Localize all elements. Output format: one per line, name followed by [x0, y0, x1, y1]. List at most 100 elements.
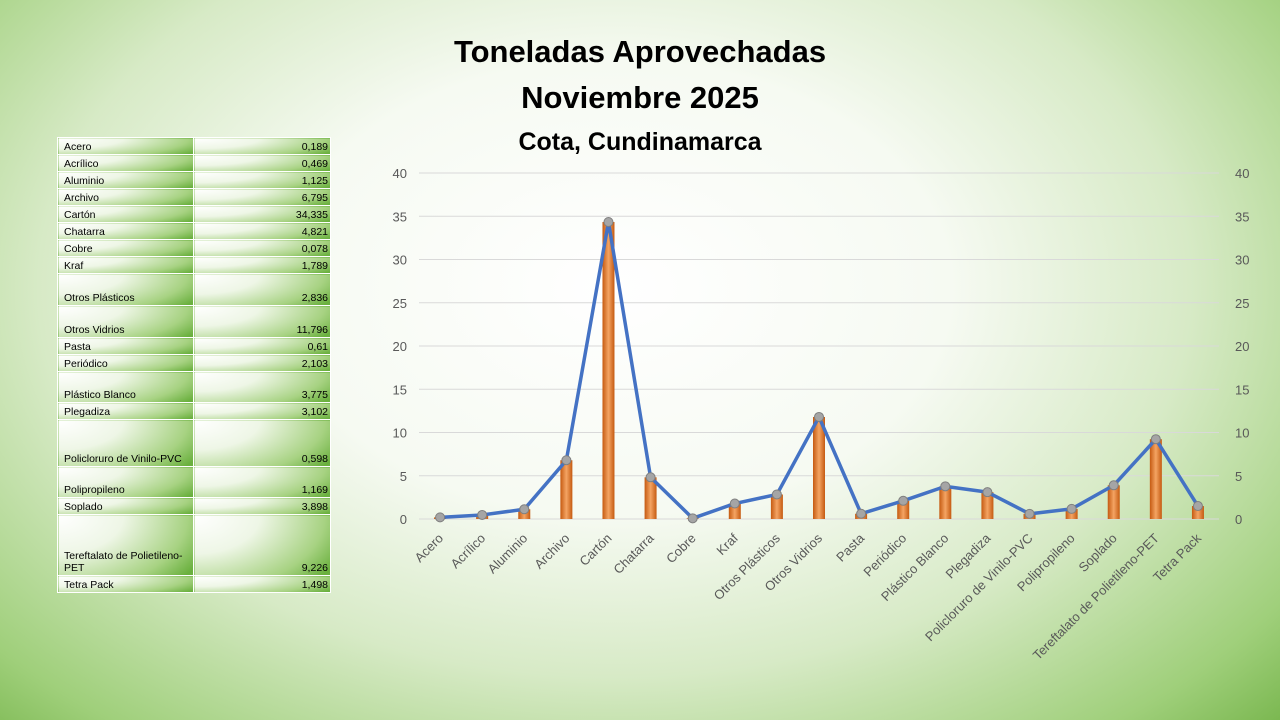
- table-row: Otros Vidrios 11,796: [57, 305, 331, 338]
- x-tick-label: Acrílico: [448, 531, 489, 572]
- x-tick-label: Pasta: [833, 530, 868, 565]
- x-tick-label: Cobre: [663, 531, 699, 567]
- bar: [1107, 485, 1120, 519]
- row-value: 0,598: [193, 419, 331, 467]
- x-tick-label: Kraf: [713, 530, 741, 558]
- y-tick-label-left: 30: [393, 253, 407, 268]
- line-marker: [729, 498, 740, 509]
- row-label: Cartón: [57, 205, 194, 223]
- y-tick-label-right: 35: [1235, 209, 1249, 224]
- row-label: Polipropileno: [57, 466, 194, 498]
- table-row: Plegadiza 3,102: [57, 402, 331, 420]
- row-label: Plegadiza: [57, 402, 194, 420]
- y-tick-label-right: 0: [1235, 512, 1242, 527]
- y-tick-label-left: 15: [393, 382, 407, 397]
- x-tick-label: Acero: [412, 531, 447, 566]
- bar: [897, 500, 910, 519]
- bar: [1149, 439, 1162, 519]
- y-tick-label-left: 10: [393, 426, 407, 441]
- bar: [939, 486, 952, 519]
- y-tick-label-left: 25: [393, 296, 407, 311]
- x-tick-label: Chatarra: [610, 530, 657, 577]
- row-label: Aluminio: [57, 171, 194, 189]
- table-row: Tereftalato de Polietileno-PET 9,226: [57, 514, 331, 576]
- row-label: Kraf: [57, 256, 194, 274]
- line-marker: [898, 495, 909, 506]
- row-value: 4,821: [193, 222, 331, 240]
- table-row: Policloruro de Vinilo-PVC 0,598: [57, 419, 331, 467]
- row-value: 9,226: [193, 514, 331, 576]
- y-tick-label-right: 25: [1235, 296, 1249, 311]
- y-tick-label-right: 15: [1235, 382, 1249, 397]
- chart-title: Toneladas Aprovechadas: [453, 34, 827, 69]
- line-marker: [1150, 434, 1161, 445]
- table-row: Kraf 1,789: [57, 256, 331, 274]
- line-marker: [814, 411, 824, 422]
- bar: [770, 494, 783, 519]
- x-tick-label: Archivo: [531, 531, 572, 572]
- chart-subtitle: Cota, Cundinamarca: [518, 128, 762, 156]
- line-marker: [519, 504, 530, 515]
- row-value: 6,795: [193, 188, 331, 206]
- row-value: 3,102: [193, 402, 331, 420]
- y-tick-label-right: 5: [1235, 469, 1242, 484]
- y-tick-label-left: 40: [393, 166, 407, 181]
- line-marker: [856, 508, 867, 519]
- y-tick-label-left: 0: [400, 512, 407, 527]
- data-table: Acero 0,189 Acrílico 0,469 Aluminio 1,125 Arch…: [57, 137, 331, 593]
- line-marker: [603, 217, 614, 228]
- y-tick-label-left: 35: [393, 209, 407, 224]
- y-tick-label-left: 5: [400, 469, 407, 484]
- x-tick-label: Cartón: [576, 531, 614, 569]
- row-value: 3,898: [193, 497, 331, 515]
- row-value: 0,189: [193, 137, 331, 155]
- chart-title-date: Noviembre 2025: [521, 80, 759, 115]
- y-tick-label-left: 20: [393, 339, 407, 354]
- line-marker: [561, 455, 572, 466]
- row-value: 0,61: [193, 337, 331, 355]
- row-label: Policloruro de Vinilo-PVC: [57, 419, 194, 467]
- line-marker: [477, 509, 488, 520]
- x-tick-label: Aluminio: [485, 531, 531, 577]
- line-marker: [1192, 501, 1203, 512]
- table-row: Tetra Pack 1,498: [57, 575, 331, 593]
- bar: [981, 492, 994, 519]
- line-marker: [771, 489, 782, 500]
- row-label: Otros Plásticos: [57, 273, 194, 306]
- row-value: 34,335: [193, 205, 331, 223]
- table-row: Aluminio 1,125: [57, 171, 331, 189]
- table-row: Polipropileno 1,169: [57, 466, 331, 498]
- row-label: Otros Vidrios: [57, 305, 194, 338]
- row-value: 2,103: [193, 354, 331, 372]
- line-marker: [1066, 503, 1077, 514]
- table-row: Cartón 34,335: [57, 205, 331, 223]
- line-marker: [940, 481, 951, 492]
- line-marker: [1024, 508, 1035, 519]
- line-marker: [435, 512, 446, 523]
- table-row: Pasta 0,61: [57, 337, 331, 355]
- table-row: Acero 0,189: [57, 137, 331, 155]
- bar: [1065, 508, 1078, 519]
- row-value: 1,169: [193, 466, 331, 498]
- line-marker: [1108, 480, 1119, 491]
- line-marker: [982, 487, 993, 498]
- row-value: 3,775: [193, 371, 331, 403]
- y-tick-label-right: 30: [1235, 253, 1249, 268]
- bar: [602, 222, 615, 519]
- row-label: Tereftalato de Polietileno-PET: [57, 514, 194, 576]
- table-row: Chatarra 4,821: [57, 222, 331, 240]
- row-value: 1,125: [193, 171, 331, 189]
- y-tick-label-right: 10: [1235, 426, 1249, 441]
- row-value: 11,796: [193, 305, 331, 338]
- line-marker: [645, 472, 656, 483]
- y-tick-label-right: 40: [1235, 166, 1249, 181]
- bar: [560, 460, 573, 519]
- row-value: 0,078: [193, 239, 331, 257]
- line-marker: [687, 513, 698, 524]
- y-tick-label-right: 20: [1235, 339, 1249, 354]
- row-value: 1,498: [193, 575, 331, 593]
- bar: [813, 416, 825, 519]
- table-row: Archivo 6,795: [57, 188, 331, 206]
- bar: [644, 477, 657, 519]
